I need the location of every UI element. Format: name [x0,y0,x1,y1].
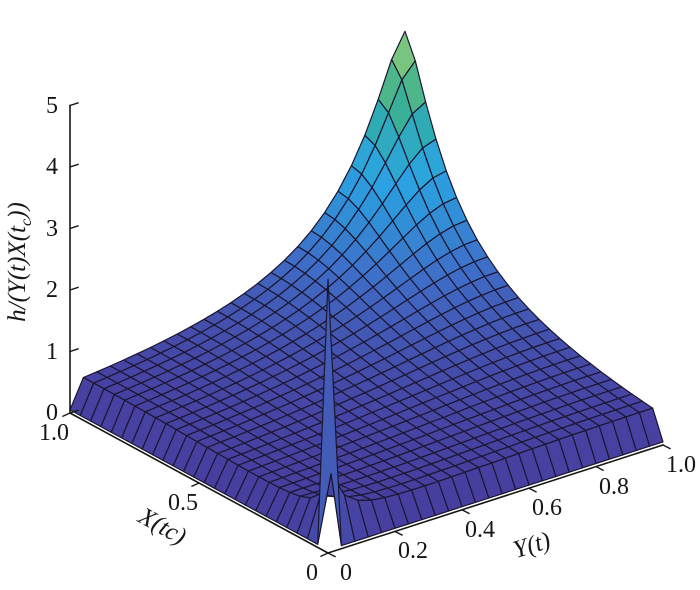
z-axis-label-suffix: )) [4,202,31,219]
z-tick-label: 1 [46,338,58,365]
y-tick-label: 1.0 [666,452,696,478]
axis-line [69,286,79,291]
x-tick-label: 1.0 [39,420,69,446]
z-axis-label: h/(Y(t)X(tc)) [4,202,36,322]
axis-line [191,482,200,488]
z-tick-label: 4 [46,154,58,180]
y-tick-label: 0.4 [465,516,495,543]
axis-line [69,102,79,107]
surface-face [317,278,342,547]
y-tick-label: 0.6 [532,495,562,522]
axis-line [528,487,537,493]
y-tick-label: 0.2 [398,538,428,565]
y-tick-label: 0 [340,560,352,586]
axis-line [69,163,79,168]
axis-line [62,412,71,418]
axis-line [662,444,671,450]
x-tick-label: 0.5 [168,490,198,516]
z-axis-label-prefix: h/(Y(t)X(t [4,226,31,322]
axis-line [69,409,79,414]
y-tick-label: 0.8 [599,473,629,500]
axis-line [69,225,79,230]
z-tick-label: 2 [46,277,58,303]
z-axis-label-subscript: c [17,218,35,227]
axis-line [394,530,403,536]
axis-line [327,552,336,558]
z-tick-label: 0 [46,400,58,426]
x-tick-label: 0 [306,560,318,586]
axis-line [320,552,329,558]
axis-line [69,348,79,353]
axis-line [326,443,665,555]
z-tick-label: 5 [46,92,58,119]
axis-line [461,508,470,515]
z-tick-label: 3 [46,215,58,242]
axis-line [595,465,604,472]
